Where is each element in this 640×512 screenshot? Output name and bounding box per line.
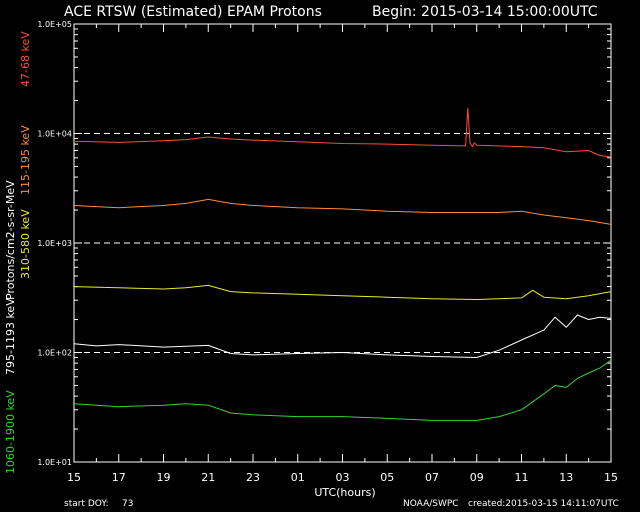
- y-tick-label: 1.0E+03: [37, 239, 72, 248]
- start-doy-label: start DOY:: [64, 499, 109, 509]
- chart-begin-time: Begin: 2015-03-14 15:00:00UTC: [372, 4, 598, 20]
- x-tick-label: 13: [559, 471, 573, 484]
- start-doy-value: 73: [122, 499, 133, 509]
- series-line-2: [73, 284, 612, 300]
- y-axis: 1.0E+01 1.0E+02 1.0E+03 1.0E+04 1.0E+05: [37, 20, 611, 467]
- x-tick-label: 23: [246, 471, 260, 484]
- chart-title: ACE RTSW (Estimated) EPAM Protons: [64, 4, 322, 20]
- y-axis-labels: 1060-1900 keV 795-1193 keV Protons/cm2-s…: [4, 31, 32, 474]
- series-line-4: [73, 359, 612, 421]
- y-tick-label: 1.0E+01: [37, 458, 72, 467]
- x-tick-label: 05: [380, 471, 394, 484]
- series-line-1: [73, 198, 612, 225]
- x-tick-label: 17: [112, 471, 126, 484]
- x-axis: 15 17 19 21 23 01 03 05 07 09 11 13 15: [67, 24, 618, 484]
- created-time: created:2015-03-15 14:11:07UTC: [468, 499, 619, 509]
- x-tick-label: 03: [336, 471, 350, 484]
- series-lines: [73, 107, 612, 421]
- x-tick-label: 21: [201, 471, 215, 484]
- x-axis-label: UTC(hours): [314, 486, 375, 499]
- data-source: NOAA/SWPC: [403, 499, 459, 509]
- x-tick-label: 01: [291, 471, 305, 484]
- x-tick-label: 09: [470, 471, 484, 484]
- x-tick-label: 07: [425, 471, 439, 484]
- y-tick-label: 1.0E+02: [37, 349, 72, 358]
- series-line-3: [73, 314, 612, 358]
- x-tick-label: 11: [515, 471, 529, 484]
- y-tick-label: 1.0E+04: [37, 130, 72, 139]
- series-label-1060-1900: 1060-1900 keV: [4, 390, 17, 474]
- series-label-47-68: 47-68 keV: [19, 31, 32, 87]
- x-tick-label: 15: [67, 471, 81, 484]
- series-label-310-580: 310-580 keV: [19, 209, 32, 279]
- y-axis-label: Protons/cm2-s-sr-MeV: [4, 180, 17, 300]
- series-line-0: [73, 107, 612, 158]
- x-tick-label: 19: [157, 471, 171, 484]
- series-label-795-1193: 795-1193 keV: [4, 298, 17, 375]
- y-tick-label: 1.0E+05: [37, 20, 72, 29]
- x-tick-label: 15: [604, 471, 618, 484]
- series-label-115-195: 115-195 keV: [19, 125, 32, 195]
